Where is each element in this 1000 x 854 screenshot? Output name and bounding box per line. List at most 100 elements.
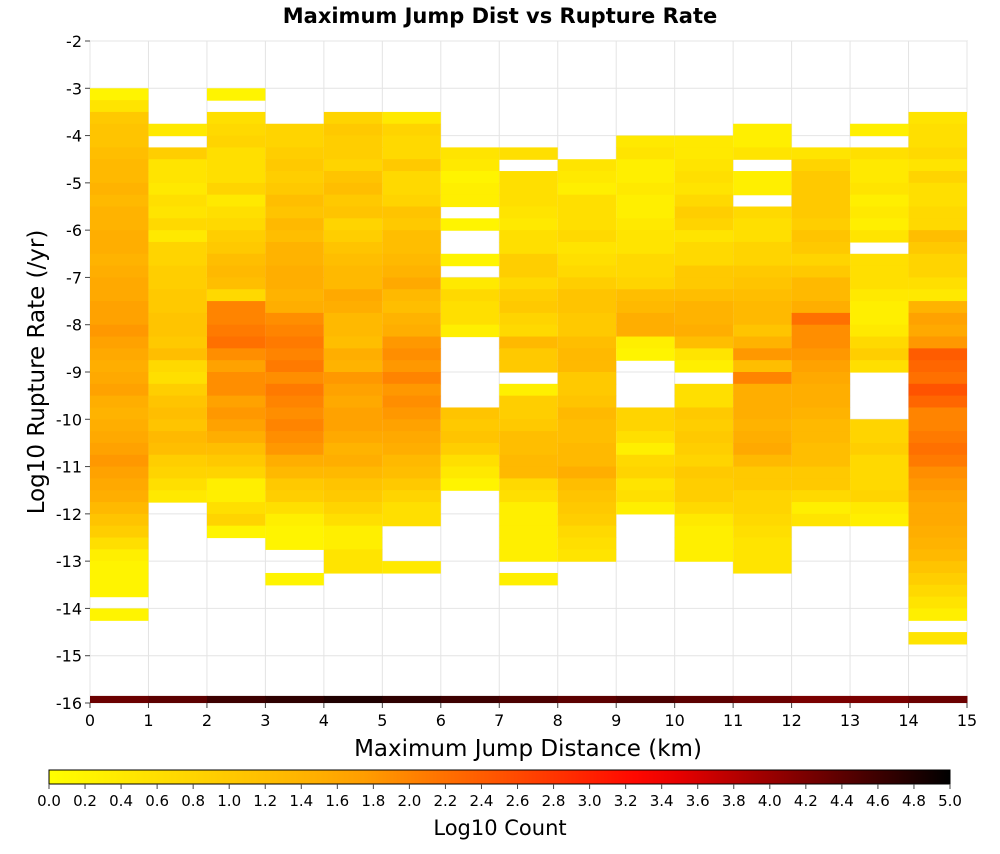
heatmap-cell: [382, 253, 441, 267]
colorbar-tick-label: 3.4: [650, 792, 674, 810]
heatmap-cell: [791, 265, 851, 279]
heatmap-cell: [90, 454, 149, 468]
x-axis-ticks: 0 1 2 3 4 5 6 7 8 9 10 11 12 13 14 15: [85, 703, 977, 730]
heatmap-cell: [206, 194, 266, 208]
heatmap-cell: [90, 584, 149, 598]
heatmap-cell: [265, 348, 324, 361]
heatmap-cell: [323, 230, 383, 243]
heatmap-cell: [791, 431, 851, 444]
heatmap-cell: [850, 442, 909, 456]
heatmap-cell: [90, 253, 149, 267]
heatmap-cell: [382, 312, 441, 326]
heatmap-cell: [499, 147, 558, 160]
heatmap-cell: [557, 348, 617, 361]
heatmap-cell: [791, 206, 851, 219]
heatmap-cell: [382, 135, 441, 148]
heatmap-cell: [382, 372, 441, 385]
heatmap-cell: [206, 490, 266, 503]
heatmap-cell: [850, 301, 909, 314]
heatmap-cell: [323, 241, 383, 255]
heatmap-cell: [791, 407, 851, 420]
heatmap-cell: [791, 454, 851, 468]
heatmap-cell: [557, 159, 617, 172]
heatmap-cell: [440, 478, 500, 491]
heatmap-cell: [674, 442, 734, 456]
heatmap-cell: [265, 372, 324, 385]
heatmap-cell: [499, 182, 558, 196]
heatmap-cell: [90, 419, 149, 432]
heatmap-cell: [733, 230, 792, 243]
y-tick-label: -7: [66, 268, 82, 287]
heatmap-cell: [265, 265, 324, 279]
heatmap-cell: [440, 301, 500, 314]
colorbar-tick-label: 0.8: [181, 792, 205, 810]
heatmap-cell: [616, 490, 675, 503]
heatmap-cell: [557, 383, 617, 397]
heatmap-cell: [791, 241, 851, 255]
heatmap-cell: [265, 206, 324, 219]
heatmap-cell: [90, 100, 149, 113]
heatmap-cell: [908, 395, 967, 409]
heatmap-cell: [323, 372, 383, 385]
heatmap-cell: [148, 194, 207, 208]
heatmap-cell: [265, 277, 324, 290]
heatmap-cell: [674, 431, 734, 444]
heatmap-cell: [733, 490, 792, 503]
heatmap-cell: [206, 336, 266, 349]
heatmap-cell: [908, 478, 967, 491]
heatmap-cell-bottom: [265, 695, 325, 703]
heatmap-cell: [148, 171, 207, 184]
heatmap-cell: [323, 383, 383, 397]
heatmap-cell: [499, 549, 558, 562]
heatmap-cell: [557, 253, 617, 267]
heatmap-cell: [90, 147, 149, 160]
heatmap-cell: [850, 182, 909, 196]
heatmap-cell: [206, 206, 266, 219]
heatmap-cell: [791, 277, 851, 290]
heatmap-cell: [499, 502, 558, 515]
heatmap-cell: [206, 513, 266, 527]
heatmap-cell: [850, 431, 909, 444]
heatmap-cell: [557, 502, 617, 515]
heatmap-cell: [148, 419, 207, 432]
heatmap-cell: [616, 301, 675, 314]
heatmap-cell: [90, 324, 149, 338]
heatmap-cell: [791, 336, 851, 349]
heatmap-cell: [908, 561, 967, 574]
heatmap-cell: [206, 502, 266, 515]
heatmap-cell: [323, 123, 383, 137]
heatmap-cell: [557, 395, 617, 409]
heatmap-cell: [382, 289, 441, 302]
chart-title: Maximum Jump Dist vs Rupture Rate: [283, 4, 717, 28]
heatmap-cell: [557, 194, 617, 208]
heatmap-cell: [557, 454, 617, 468]
heatmap-cell: [265, 490, 324, 503]
heatmap-cell: [265, 182, 324, 196]
heatmap-cell: [674, 194, 734, 208]
x-tick-label: 0: [85, 711, 95, 730]
colorbar-tick-label: 0.4: [109, 792, 133, 810]
heatmap-cell: [206, 241, 266, 255]
colorbar-tick-label: 0.6: [145, 792, 169, 810]
heatmap-cell: [791, 324, 851, 338]
heatmap-cell: [499, 442, 558, 456]
heatmap-cell: [850, 419, 909, 432]
heatmap-cell: [616, 348, 675, 361]
heatmap-cell: [733, 407, 792, 420]
heatmap-cell: [382, 442, 441, 456]
heatmap-cell: [674, 513, 734, 527]
heatmap-cell: [90, 608, 149, 621]
heatmap-cell: [148, 123, 207, 137]
heatmap-cell: [499, 383, 558, 397]
x-tick-label: 12: [781, 711, 801, 730]
heatmap-cell: [733, 513, 792, 527]
heatmap-cell: [206, 372, 266, 385]
heatmap-cell: [382, 513, 441, 527]
heatmap-cell: [674, 289, 734, 302]
heatmap-cell: [499, 466, 558, 479]
heatmap-cell: [90, 171, 149, 184]
heatmap-cell: [148, 218, 207, 231]
heatmap-cell: [674, 490, 734, 503]
heatmap-cell: [323, 301, 383, 314]
